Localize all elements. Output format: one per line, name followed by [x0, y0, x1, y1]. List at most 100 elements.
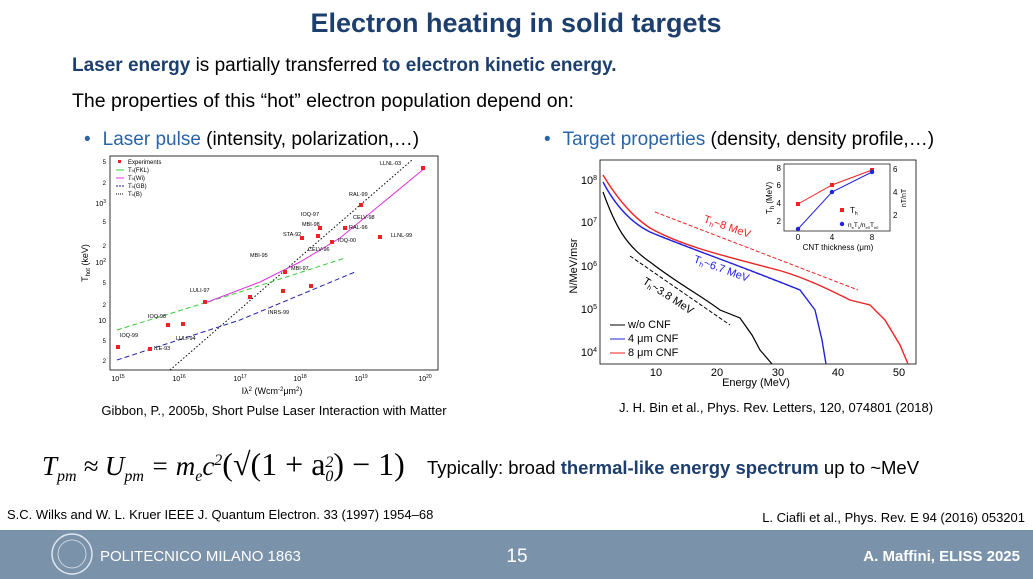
- tick-label: 102: [95, 258, 106, 267]
- text: T: [854, 222, 858, 229]
- graphic: 108: [581, 175, 597, 187]
- legend: w/o CNF 4 μm CNF 8 μm CNF: [610, 319, 679, 359]
- graphic: 106: [581, 261, 597, 273]
- text: h: [645, 284, 652, 292]
- curve: [602, 191, 773, 365]
- tick-label: 1019: [354, 374, 368, 383]
- annotation: Th~6.7 MeV: [692, 254, 752, 286]
- text: 30: [772, 367, 784, 379]
- text: 8: [870, 233, 875, 242]
- graphic: [869, 169, 875, 175]
- text: h: [132, 184, 134, 189]
- fit-line: [629, 255, 731, 326]
- bullet-key: Target properties: [563, 129, 706, 150]
- graphic: Th(FKL): [128, 168, 149, 174]
- graphic: [148, 347, 152, 351]
- annotation: Th~8 MeV: [702, 213, 753, 241]
- curve: [602, 174, 909, 365]
- x-ticks: 1015 1016 1017 1018 1019 1020: [111, 374, 432, 383]
- tick-label: 5: [103, 339, 107, 345]
- text: 10: [95, 201, 103, 208]
- graphic: [281, 289, 285, 293]
- text: ≈ U: [77, 451, 126, 481]
- text: CELV-98: [353, 215, 375, 221]
- reference: L. Ciafli et al., Phys. Rev. E 94 (2016)…: [762, 510, 1025, 525]
- text: CELV-96: [308, 247, 330, 253]
- tick-label: 1018: [293, 374, 307, 383]
- graphic: [421, 166, 425, 170]
- graphic: [283, 270, 287, 274]
- text: MBI-95: [250, 253, 268, 259]
- axis-label: Energy (MeV): [722, 377, 790, 389]
- text: Typically: broad: [427, 457, 561, 478]
- text: 7: [593, 217, 597, 224]
- graphic: [248, 295, 252, 299]
- text: e: [852, 225, 855, 230]
- text: 10: [354, 376, 362, 383]
- tick-label: 10: [98, 318, 106, 325]
- text: INRS-99: [268, 310, 289, 316]
- text: 10: [172, 376, 180, 383]
- text: T: [870, 222, 874, 229]
- bullet-text: (intensity, polarization,…): [201, 129, 419, 150]
- graphic: [203, 300, 207, 304]
- graphic: [840, 208, 844, 212]
- text: T: [128, 168, 132, 174]
- text: (GB): [134, 184, 147, 190]
- text: h0: [874, 225, 879, 230]
- page-number: 15: [506, 546, 527, 567]
- logo: [51, 533, 93, 575]
- text: 4: [777, 199, 782, 208]
- graphic: neTh/ne0Th0: [848, 222, 879, 230]
- text: e: [195, 468, 202, 485]
- title: Electron heating in solid targets: [310, 8, 721, 38]
- axis-label: N/MeV/msr: [568, 238, 580, 293]
- bullet: • Target properties (density, density pro…: [544, 129, 934, 150]
- text: 10: [581, 261, 593, 273]
- y-ticks: 108 107 106 105 104: [581, 175, 597, 359]
- text: 2: [214, 452, 222, 469]
- footer-bar: [0, 530, 1033, 579]
- bullet: • Laser pulse (intensity, polarization,…): [84, 129, 419, 150]
- text: 16: [180, 374, 186, 380]
- text: n: [901, 203, 908, 207]
- tick-label: 2: [103, 244, 107, 250]
- text: ~8 MeV: [712, 217, 753, 241]
- graphic: [795, 226, 801, 232]
- bullet-text: (density, density profile,…): [705, 129, 934, 150]
- text: ~3.8 MeV: [649, 281, 696, 317]
- right-figure: Th~8 MeV Th~6.7 MeV Th~3.8 MeV 10 20 30 40 5…: [568, 159, 917, 389]
- plot-frame: [109, 155, 439, 371]
- caption: Gibbon, P., 2005b, Short Pulse Laser Int…: [101, 403, 447, 418]
- text: μm: [283, 386, 296, 396]
- tick-label: 5: [103, 160, 107, 166]
- text: ILE-93: [154, 346, 170, 352]
- text: 10: [418, 376, 426, 383]
- text: thermal-like energy spectrum: [561, 457, 819, 478]
- tick-label: 2: [103, 359, 107, 365]
- plot-frame: [599, 159, 917, 365]
- text: 8 μm CNF: [628, 347, 679, 359]
- text: 4: [593, 347, 597, 354]
- text: (MeV): [765, 182, 774, 206]
- text: T: [692, 254, 703, 268]
- text: STA-92: [283, 232, 301, 238]
- text: h: [132, 168, 134, 173]
- text: -2: [278, 387, 284, 393]
- text: 6: [593, 261, 597, 268]
- text: LLNL-99: [391, 233, 412, 239]
- text: 10: [233, 376, 241, 383]
- curve: [204, 167, 426, 304]
- graphic: [829, 189, 835, 195]
- text: 15: [119, 374, 125, 380]
- text: 0: [796, 233, 801, 242]
- graphic: [783, 163, 891, 232]
- graphic: [330, 240, 334, 244]
- text: 40: [832, 367, 844, 379]
- y-ticks: 103 102 10 5 2 5 2 5 2 5 2: [95, 160, 106, 365]
- institution: POLITECNICO MILANO 1863: [100, 548, 301, 565]
- graphic: Th(GB): [128, 184, 147, 190]
- text: h: [708, 221, 714, 229]
